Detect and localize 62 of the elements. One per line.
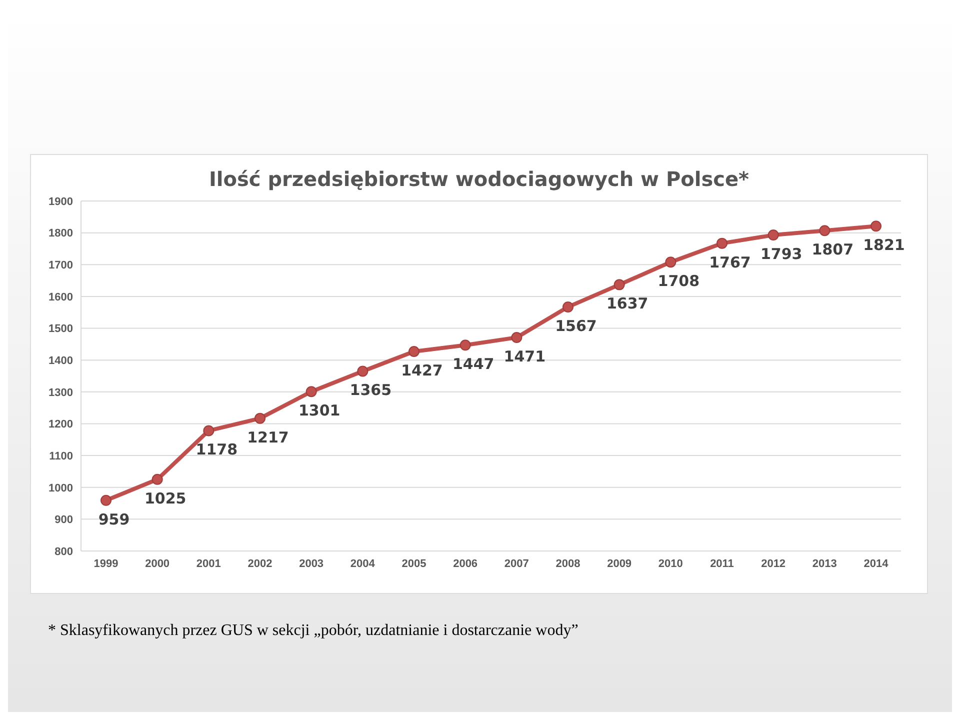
data-label: 1178: [196, 440, 238, 459]
y-tick-label: 1800: [48, 228, 73, 240]
data-label: 1637: [606, 294, 648, 313]
point: [152, 474, 163, 485]
data-label: 959: [98, 510, 130, 528]
point: [768, 230, 779, 241]
point: [254, 412, 266, 424]
point: [357, 366, 368, 377]
y-tick-label: 1900: [48, 196, 73, 208]
data-label: 1471: [504, 348, 546, 366]
y-tick-label: 800: [54, 546, 73, 558]
x-tick-label: 2000: [145, 558, 170, 570]
point: [870, 220, 882, 232]
point: [614, 279, 625, 290]
data-label: 1301: [298, 402, 340, 420]
y-tick-label: 1400: [48, 354, 73, 367]
point: [306, 386, 317, 398]
data-label: 1567: [555, 316, 597, 335]
x-tick-label: 2014: [864, 558, 890, 570]
data-label: 1025: [144, 489, 186, 508]
x-tick-label: 2011: [710, 558, 734, 570]
x-tick-label: 2005: [402, 558, 426, 570]
x-tick-label: 2007: [504, 558, 529, 570]
point: [408, 346, 420, 357]
point: [511, 332, 522, 343]
data-label: 1767: [709, 253, 751, 272]
data-label: 1217: [247, 428, 289, 446]
point: [716, 238, 728, 249]
point: [460, 340, 471, 351]
point: [819, 225, 830, 236]
x-tick-label: 2001: [196, 558, 221, 570]
x-tick-label: 2013: [812, 558, 837, 570]
y-tick-label: 1700: [48, 260, 73, 272]
point: [100, 494, 112, 506]
data-label: 1365: [350, 381, 392, 400]
text: * Sklasyfikowanych przez GUS w sekcji „pobór, uzdatnianie i dostarczanie wody”: [48, 622, 578, 640]
y-tick-label: 1000: [48, 482, 73, 494]
y-tick-label: 900: [54, 514, 73, 526]
x-tick-label: 1999: [94, 558, 118, 570]
y-tick-label: 1500: [48, 323, 73, 336]
data-label: 1793: [760, 245, 802, 264]
chart-title: Ilość przedsiębiorstw wodociagowych w Polsce*: [208, 167, 750, 191]
x-tick-label: 2003: [299, 558, 324, 570]
x-tick-label: 2012: [761, 558, 786, 570]
y-tick-label: 1600: [48, 291, 73, 304]
data-label: 1821: [863, 236, 905, 254]
point: [203, 425, 214, 436]
x-tick-label: 2002: [248, 558, 272, 570]
x-tick-label: 2010: [658, 558, 683, 570]
point: [665, 256, 676, 268]
y-tick-label: 1200: [48, 418, 73, 431]
data-label: 1708: [658, 272, 700, 290]
data-label: 1807: [812, 240, 854, 259]
x-tick-label: 2009: [607, 558, 632, 570]
x-tick-label: 2006: [453, 558, 478, 570]
data-label: 1427: [401, 362, 443, 380]
y-tick-label: 1300: [48, 386, 73, 399]
x-tick-label: 2004: [350, 558, 376, 570]
x-tick-label: 2008: [556, 558, 580, 570]
data-label: 1447: [452, 355, 494, 374]
y-tick-label: 1100: [49, 450, 73, 462]
point: [562, 301, 574, 312]
